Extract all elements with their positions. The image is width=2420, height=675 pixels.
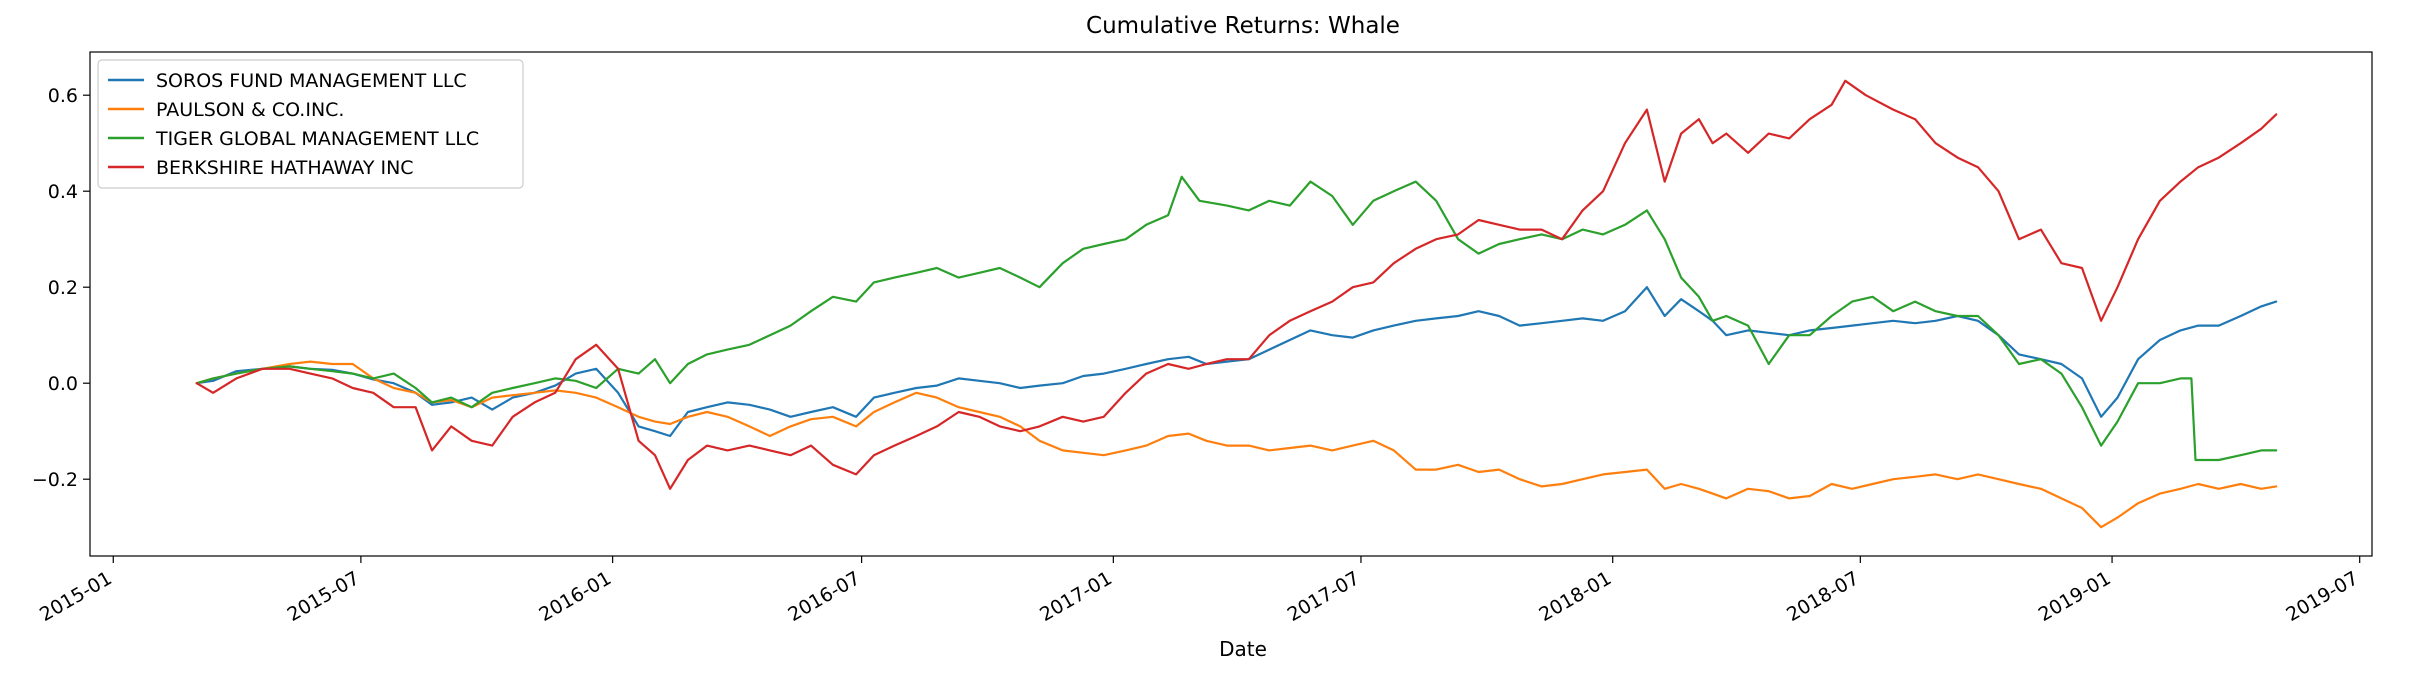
y-tick-label: 0.2 [48,277,78,299]
legend-box [97,59,524,189]
legend-label: SOROS FUND MANAGEMENT LLC [156,70,467,92]
series-line-0 [195,286,2278,438]
x-tick-label: 2019-01 [2035,567,2115,626]
axes-frame [89,51,2373,557]
plot-area [195,79,2278,529]
y-tick-label: 0.0 [48,373,78,395]
series-lines [195,79,2278,529]
x-tick-label: 2018-01 [1535,567,1615,626]
y-tick-label: 0.6 [48,85,78,107]
legend: SOROS FUND MANAGEMENT LLC PAULSON & CO.IN… [97,59,524,189]
legend-label: TIGER GLOBAL MANAGEMENT LLC [155,128,479,150]
series-line-1 [195,360,2278,529]
x-tick-label: 2017-01 [1036,567,1116,626]
x-tick-label: 2015-07 [284,567,364,626]
chart-title: Cumulative Returns: Whale [1086,13,1400,39]
y-tick-label: −0.2 [32,469,78,491]
legend-label: PAULSON & CO.INC. [156,99,344,121]
x-tick-label: 2016-01 [535,567,615,626]
x-tick-label: 2018-07 [1783,567,1863,626]
series-line-3 [195,79,2278,490]
series-line-2 [195,175,2278,462]
legend-label: BERKSHIRE HATHAWAY INC [156,157,414,179]
x-tick-label: 2017-07 [1284,567,1364,626]
x-axis-label: Date [1219,637,1267,661]
x-tick-label: 2015-01 [36,567,116,626]
x-tick-label: 2019-07 [2282,567,2362,626]
x-tick-label: 2016-07 [784,567,864,626]
y-tick-label: 0.4 [48,181,78,203]
